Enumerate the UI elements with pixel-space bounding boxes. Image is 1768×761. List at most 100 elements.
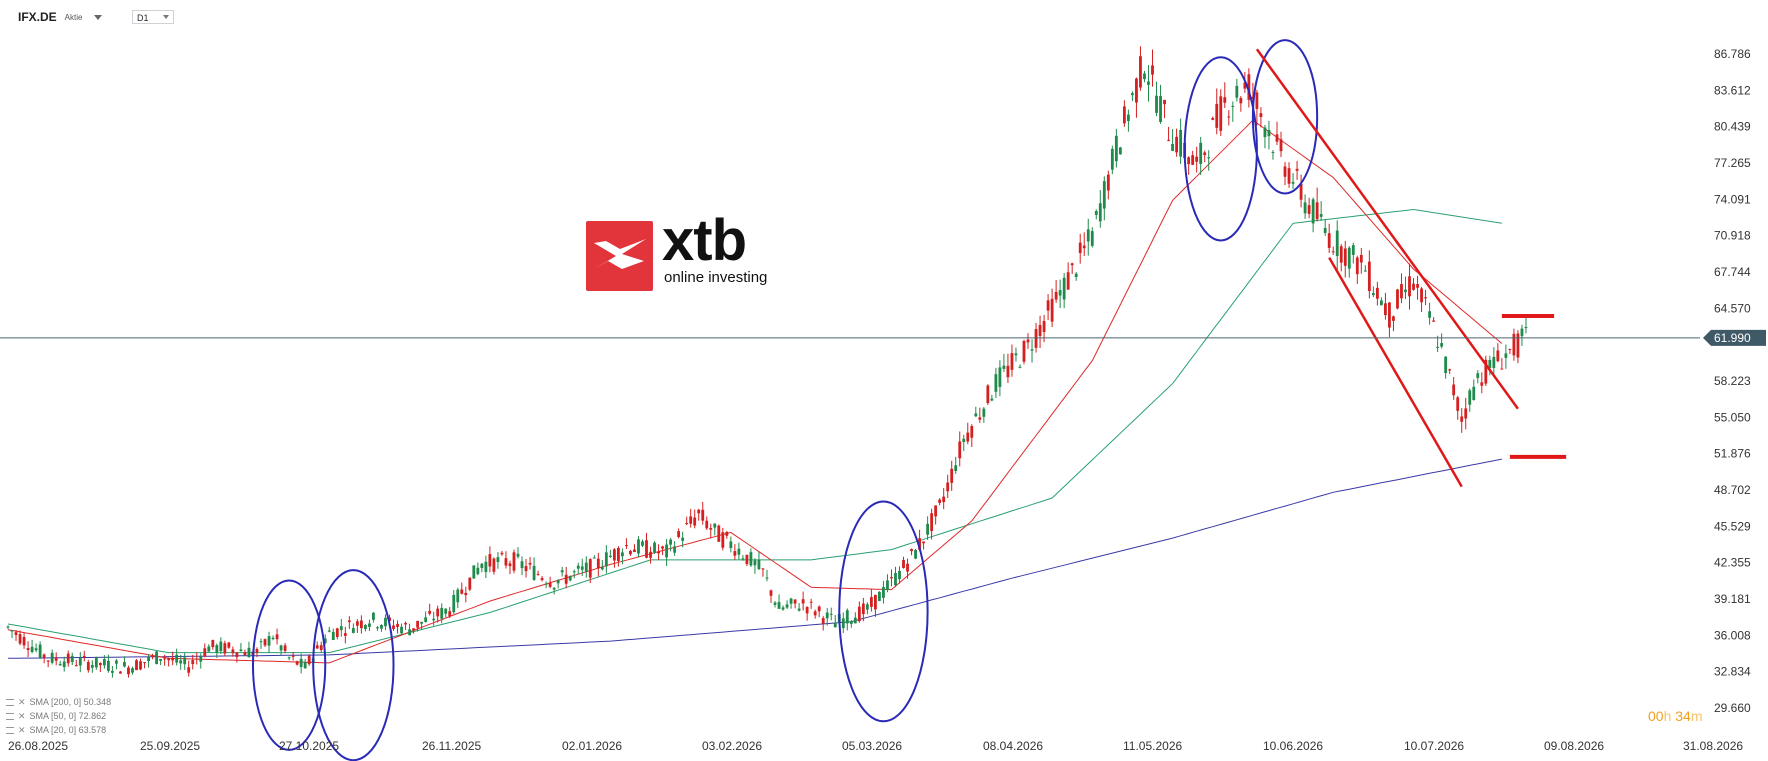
candle-body [42,654,46,658]
candle-body [685,523,689,525]
candle-body [488,554,492,567]
legend-row-sma50[interactable]: ✕ SMA [50, 0] 72.862 [6,709,111,723]
candle-body [211,639,215,648]
candle-body [1303,202,1307,214]
instrument-header[interactable]: IFX.DE Aktie [18,8,103,26]
candle-body [275,634,279,640]
current-price-label: 61.990 [1714,331,1751,345]
candle-body [616,547,620,562]
legend-sma50-label: SMA [50, 0] 72.862 [29,711,107,721]
legend-row-sma20[interactable]: ✕ SMA [20, 0] 63.578 [6,723,111,737]
candle-body [440,607,444,619]
candle-body [299,658,303,668]
candle-body [1102,181,1106,209]
candle-body [102,659,106,666]
chevron-down-icon[interactable] [94,14,103,20]
candle-body [147,656,150,662]
chevron-down-icon[interactable] [163,15,169,19]
candle-body [380,625,383,629]
candle-body [914,549,917,559]
candle-body [62,661,66,668]
candle-body [809,601,813,603]
y-tick-label: 29.660 [1714,701,1751,715]
close-icon[interactable]: ✕ [18,725,26,735]
candle-body [351,628,355,633]
candle-body [1456,397,1460,411]
candle-body [878,591,881,602]
list-icon [6,712,14,720]
candle-body [1335,230,1339,256]
candle-body [584,562,588,572]
ticker-symbol[interactable]: IFX.DE [18,10,57,24]
candle-body [629,550,632,555]
candle-body [721,532,725,548]
candle-body [938,499,942,503]
candle-body [231,649,235,654]
candle-body [1122,106,1126,124]
candle-body [753,560,757,566]
candle-body [1319,214,1323,217]
xtb-logo: xtb online investing [586,208,778,291]
x-tick-label: 31.08.2026 [1683,739,1743,753]
countdown-minutes: 34 [1675,708,1691,724]
x-tick-label: 10.07.2026 [1404,739,1464,753]
candle-body [86,662,90,671]
highlight-circle [251,579,327,751]
legend-sma20-label: SMA [20, 0] 63.578 [29,725,107,735]
candle-body [520,561,524,569]
candle-body [1416,284,1419,288]
candle-body [1327,233,1331,248]
candle-body [1243,82,1247,89]
candle-body [1299,183,1303,200]
candle-body [1126,114,1130,121]
candle-body [179,660,183,664]
candle-body [1420,288,1423,303]
candle-body [239,649,243,651]
candle-body [516,553,520,557]
candle-body [1090,231,1094,246]
candle-body [504,558,508,566]
close-icon[interactable]: ✕ [18,711,26,721]
highlight-circle [312,569,395,761]
candle-body [962,438,966,442]
candle-body [857,606,861,622]
candle-body [203,648,207,657]
x-tick-label: 25.09.2025 [140,739,200,753]
candle-body [1135,78,1138,103]
candle-body [1191,155,1195,165]
candle-body [861,603,865,615]
candle-body [1187,157,1191,165]
candle-body [934,505,938,517]
candle-body [576,565,580,569]
candle-body [902,559,905,568]
close-icon[interactable]: ✕ [18,697,26,707]
candle-body [1323,228,1327,233]
candle-body [119,671,122,674]
candle-body [1203,152,1207,156]
legend-row-sma200[interactable]: ✕ SMA [200, 0] 50.348 [6,695,111,709]
candle-body [813,611,817,616]
timeframe-select[interactable]: D1 [132,10,174,24]
y-tick-label: 55.050 [1714,410,1751,424]
candle-body [319,645,323,651]
candle-body [1436,346,1440,348]
candle-body [1219,96,1223,131]
candle-body [404,622,407,625]
candle-body [496,557,500,563]
candle-body [492,558,496,572]
candle-body [1440,343,1444,347]
candle-body [1367,261,1371,292]
candle-body [1480,382,1484,386]
candle-body [1464,408,1468,419]
candle-body [1026,339,1030,343]
x-tick-label: 26.11.2025 [422,739,481,753]
candle-body [745,554,749,565]
candle-body [424,617,428,622]
candle-body [1492,356,1496,368]
candle-body [532,565,536,580]
candle-body [894,573,897,586]
candle-body [327,630,331,632]
candle-body [143,662,146,664]
candle-body [1375,287,1379,299]
